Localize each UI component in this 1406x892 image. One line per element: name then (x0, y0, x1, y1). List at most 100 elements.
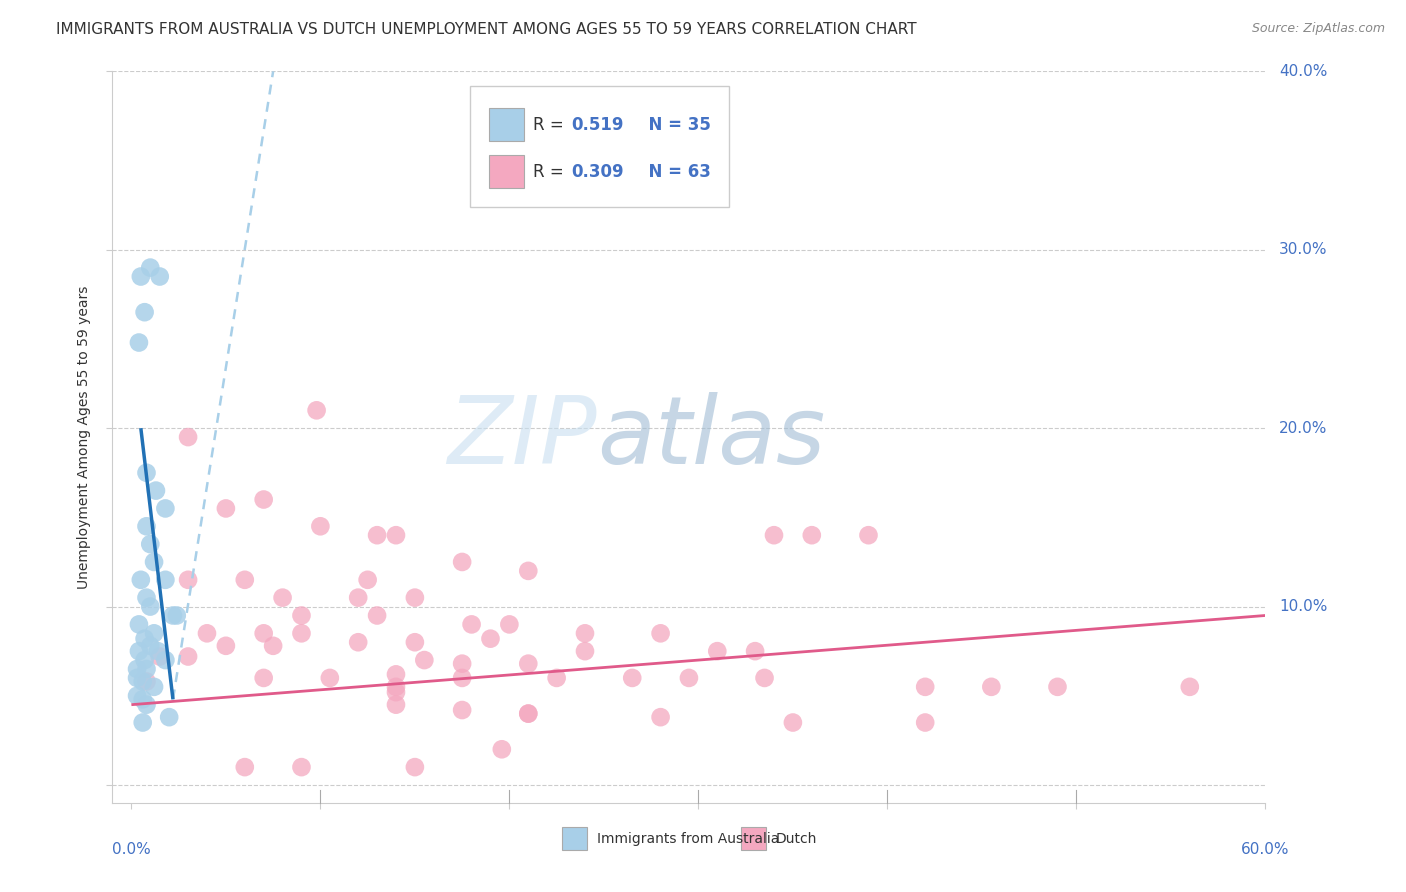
Point (135, 674, 157, 689)
Point (125, 662, 148, 676)
Point (366, 528, 388, 542)
Point (125, 689, 148, 703)
Point (650, 710, 672, 724)
Point (498, 617, 520, 632)
Text: atlas: atlas (596, 392, 825, 483)
Y-axis label: Unemployment Among Ages 55 to 59 years: Unemployment Among Ages 55 to 59 years (77, 285, 91, 589)
Text: ZIP: ZIP (447, 392, 596, 483)
Point (166, 608, 188, 623)
Point (143, 555, 166, 569)
FancyBboxPatch shape (489, 155, 524, 188)
Text: 30.0%: 30.0% (1279, 243, 1327, 257)
Point (404, 635, 426, 649)
Point (385, 667, 408, 681)
Point (139, 639, 162, 653)
Point (451, 703, 474, 717)
Point (134, 632, 156, 646)
Point (517, 706, 540, 721)
Point (135, 662, 157, 676)
Point (517, 564, 540, 578)
Text: 0.309: 0.309 (571, 163, 624, 181)
Point (253, 492, 276, 507)
Point (143, 680, 166, 694)
Point (451, 671, 474, 685)
Point (134, 305, 156, 319)
Text: 0.0%: 0.0% (112, 842, 150, 856)
Point (404, 760, 426, 774)
Point (754, 671, 776, 685)
Point (574, 644, 596, 658)
Point (129, 573, 152, 587)
Point (1046, 680, 1069, 694)
Point (125, 671, 148, 685)
Point (155, 501, 177, 516)
Point (149, 269, 172, 284)
Point (1178, 680, 1201, 694)
Point (128, 335, 150, 350)
Point (451, 657, 474, 671)
Point (262, 639, 284, 653)
Point (215, 639, 238, 653)
Point (177, 649, 200, 664)
Point (155, 573, 177, 587)
Point (162, 608, 184, 623)
Point (143, 626, 166, 640)
Point (385, 528, 408, 542)
Point (621, 671, 644, 685)
Point (517, 706, 540, 721)
Text: N = 35: N = 35 (637, 116, 711, 134)
Point (177, 573, 200, 587)
Point (309, 519, 332, 533)
Text: N = 63: N = 63 (637, 163, 711, 181)
Point (290, 626, 312, 640)
Point (233, 573, 256, 587)
Point (800, 528, 823, 542)
Point (132, 715, 155, 730)
Text: 40.0%: 40.0% (1279, 64, 1327, 78)
Point (253, 671, 276, 685)
Point (271, 591, 294, 605)
Text: 10.0%: 10.0% (1279, 599, 1327, 614)
Point (132, 674, 155, 689)
Point (356, 573, 378, 587)
Point (706, 644, 728, 658)
Point (574, 626, 596, 640)
FancyBboxPatch shape (489, 108, 524, 141)
Point (678, 671, 700, 685)
Point (146, 644, 169, 658)
Point (744, 644, 766, 658)
Text: Dutch: Dutch (776, 831, 817, 846)
Text: 0.519: 0.519 (571, 116, 624, 134)
Point (157, 710, 180, 724)
Point (385, 680, 408, 694)
Point (135, 698, 157, 712)
Point (129, 269, 152, 284)
Point (385, 698, 408, 712)
Point (546, 671, 568, 685)
Point (135, 591, 157, 605)
Point (135, 466, 157, 480)
Point (650, 626, 672, 640)
Point (128, 644, 150, 658)
Point (145, 483, 167, 498)
Point (914, 680, 936, 694)
Text: Immigrants from Australia: Immigrants from Australia (596, 831, 779, 846)
Point (479, 632, 502, 646)
Point (413, 653, 436, 667)
Point (290, 760, 312, 774)
Point (139, 599, 162, 614)
Point (366, 608, 388, 623)
Point (762, 528, 785, 542)
Text: 60.0%: 60.0% (1241, 842, 1289, 856)
Text: R =: R = (533, 116, 569, 134)
Point (290, 608, 312, 623)
Point (155, 653, 177, 667)
Point (134, 653, 156, 667)
Point (195, 626, 218, 640)
FancyBboxPatch shape (741, 827, 766, 850)
Point (233, 760, 256, 774)
Point (347, 635, 370, 649)
Point (980, 680, 1002, 694)
Point (517, 657, 540, 671)
FancyBboxPatch shape (470, 86, 730, 207)
